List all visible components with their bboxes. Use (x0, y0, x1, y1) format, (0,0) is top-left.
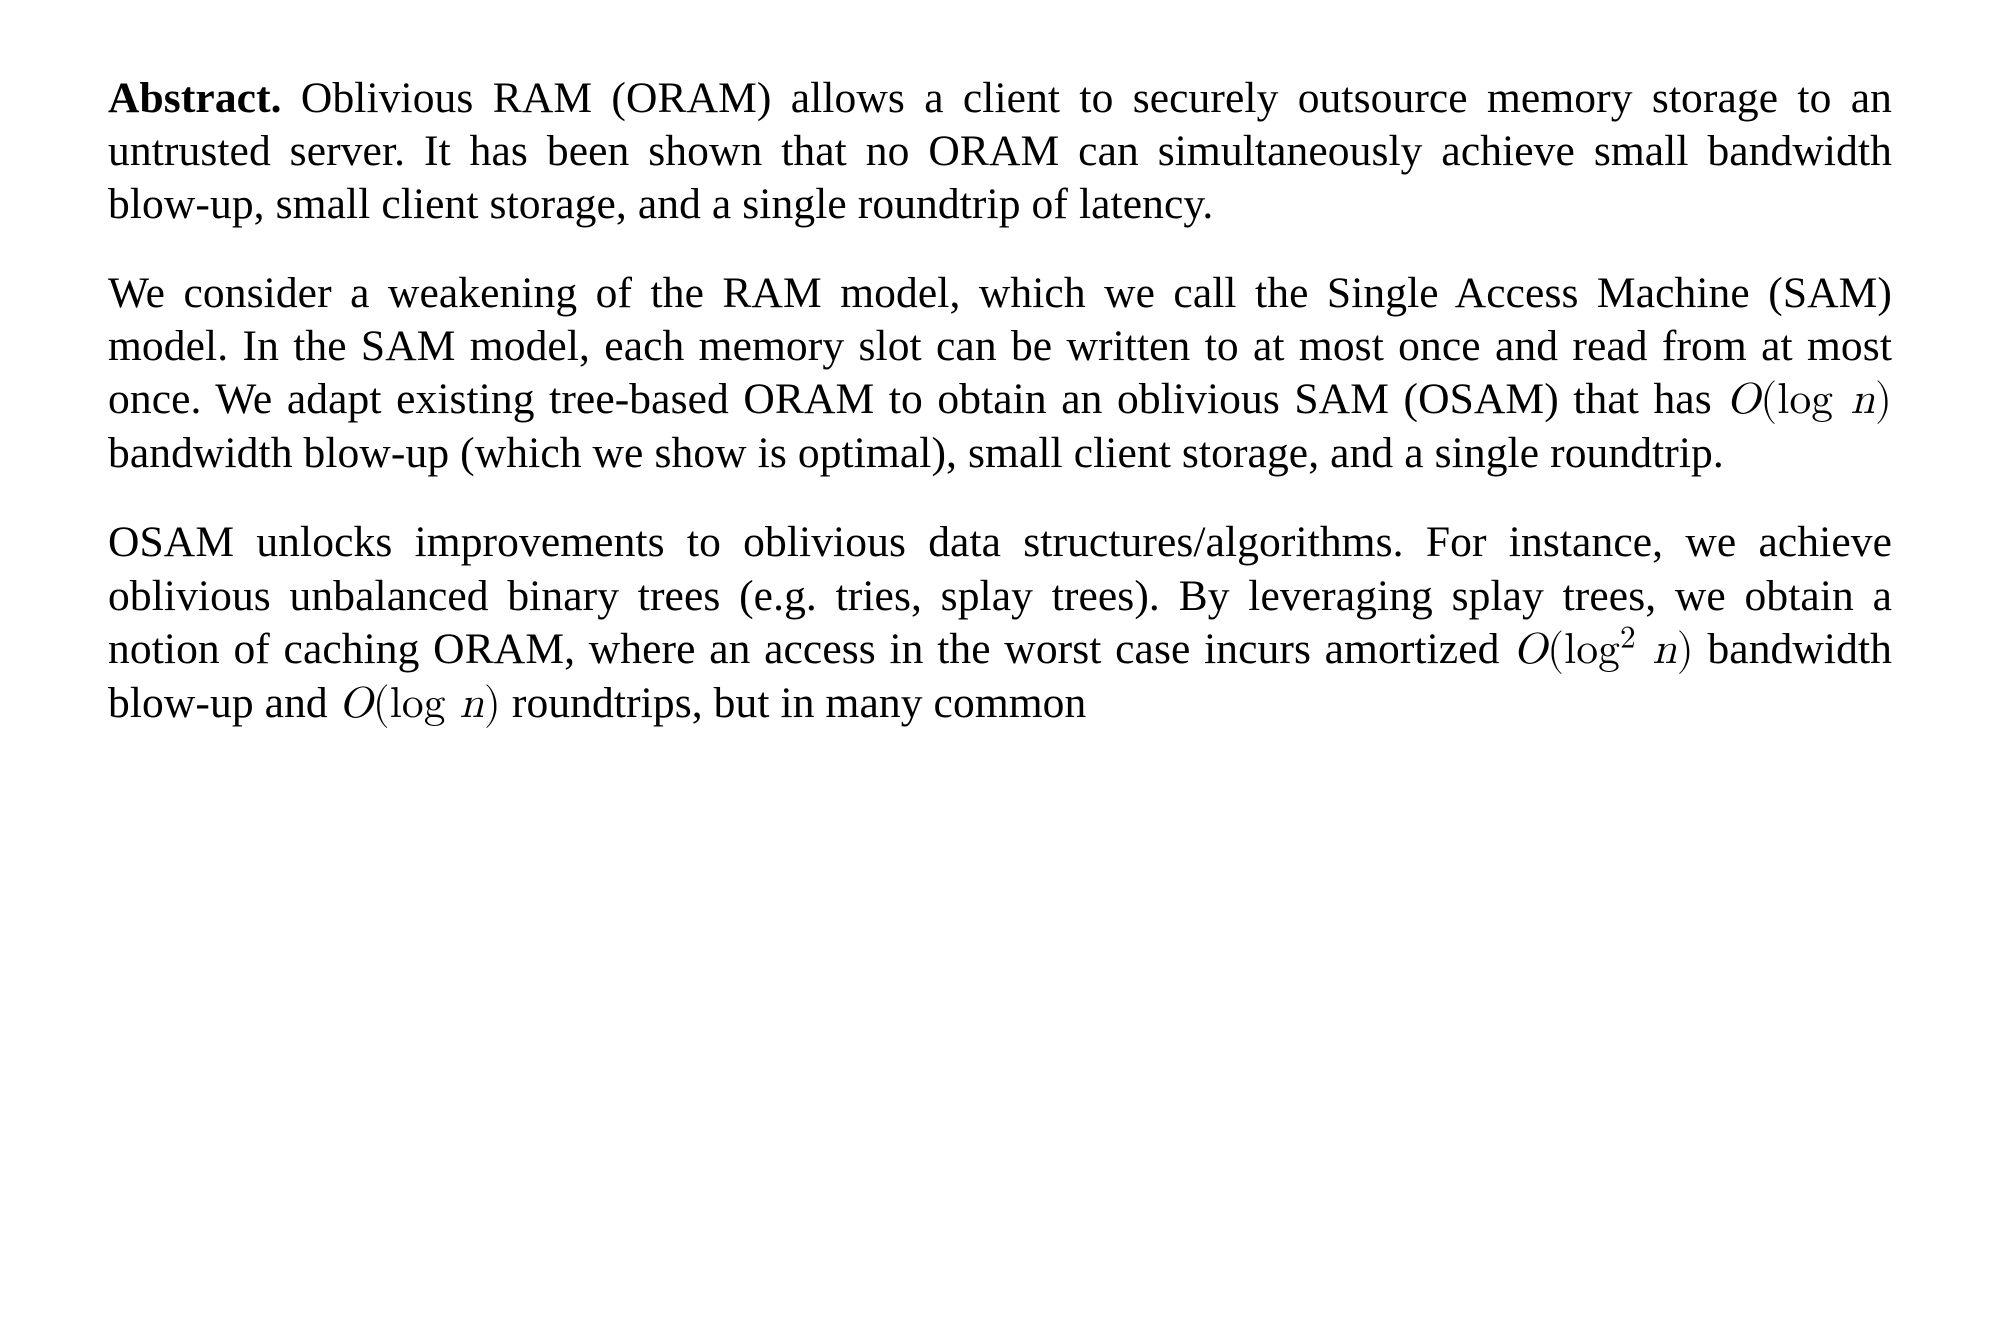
abstract-paragraph-1: Abstract. Oblivious RAM (ORAM) allows a … (108, 72, 1892, 231)
math-O-log-n-2: O(log n) (339, 683, 501, 726)
abstract-text-2b: bandwidth blow-up (which we show is opti… (108, 429, 1724, 477)
math-space (1636, 629, 1653, 672)
abstract-text-2a: We consider a weakening of the RAM model… (108, 269, 1892, 423)
math-rparen: ) (484, 683, 501, 726)
math-n: n (1652, 629, 1676, 672)
math-O-log2-n: O(log2 n) (1513, 629, 1694, 672)
math-O-log-n: O(log n) (1726, 379, 1892, 422)
math-log: log (390, 683, 446, 726)
math-O: O (1513, 629, 1547, 672)
abstract-paragraph-2: We consider a weakening of the RAM model… (108, 267, 1892, 480)
math-O: O (1726, 379, 1760, 422)
abstract-text-1: Oblivious RAM (ORAM) allows a client to … (108, 74, 1892, 228)
math-lparen: ( (373, 683, 390, 726)
math-lparen: ( (1547, 629, 1564, 672)
abstract-paragraph-3: OSAM unlocks improvements to oblivious d… (108, 516, 1892, 730)
math-lparen: ( (1760, 379, 1777, 422)
math-space (1833, 379, 1851, 422)
math-n: n (1851, 379, 1875, 422)
math-n: n (460, 683, 484, 726)
abstract-label: Abstract. (108, 74, 282, 122)
math-space (446, 683, 460, 726)
math-O: O (339, 683, 373, 726)
math-log: log (1777, 379, 1833, 422)
math-rparen: ) (1677, 629, 1694, 672)
math-log: log (1564, 629, 1620, 672)
abstract-text-3c: roundtrips, but in many common (501, 679, 1086, 727)
math-sup-2: 2 (1620, 623, 1636, 654)
math-rparen: ) (1875, 379, 1892, 422)
paper-page: Abstract. Oblivious RAM (ORAM) allows a … (0, 0, 2000, 1333)
